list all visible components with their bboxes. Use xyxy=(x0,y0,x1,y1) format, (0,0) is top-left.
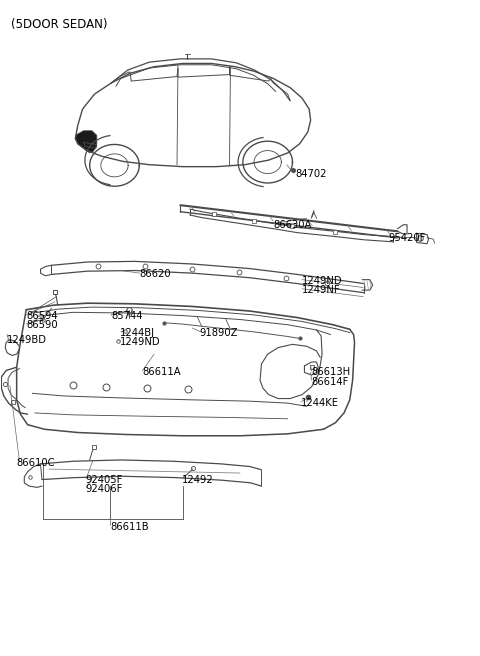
Text: 1244BJ: 1244BJ xyxy=(120,328,155,338)
Text: 86611A: 86611A xyxy=(142,367,181,377)
Text: 86614F: 86614F xyxy=(312,377,349,386)
Text: 1244KE: 1244KE xyxy=(301,398,339,408)
Text: 12492: 12492 xyxy=(182,474,214,485)
Text: 1249ND: 1249ND xyxy=(120,337,160,348)
Text: 86630A: 86630A xyxy=(274,220,312,230)
Polygon shape xyxy=(75,131,97,153)
Text: 91890Z: 91890Z xyxy=(199,328,238,338)
Text: 1249BD: 1249BD xyxy=(7,335,47,345)
Text: 86613H: 86613H xyxy=(312,367,351,377)
Text: 86590: 86590 xyxy=(26,320,58,331)
Text: 86594: 86594 xyxy=(26,311,58,321)
Text: 85744: 85744 xyxy=(111,311,143,321)
Text: 84702: 84702 xyxy=(295,169,326,180)
Text: 95420F: 95420F xyxy=(388,233,425,243)
Text: 86610C: 86610C xyxy=(17,459,55,468)
Text: 86620: 86620 xyxy=(140,270,171,279)
Text: 92406F: 92406F xyxy=(85,483,122,494)
Text: 92405F: 92405F xyxy=(85,474,122,485)
Text: 86611B: 86611B xyxy=(110,522,149,531)
Text: 1249NF: 1249NF xyxy=(302,285,341,295)
Text: (5DOOR SEDAN): (5DOOR SEDAN) xyxy=(11,18,108,31)
Text: 1249ND: 1249ND xyxy=(302,276,343,286)
